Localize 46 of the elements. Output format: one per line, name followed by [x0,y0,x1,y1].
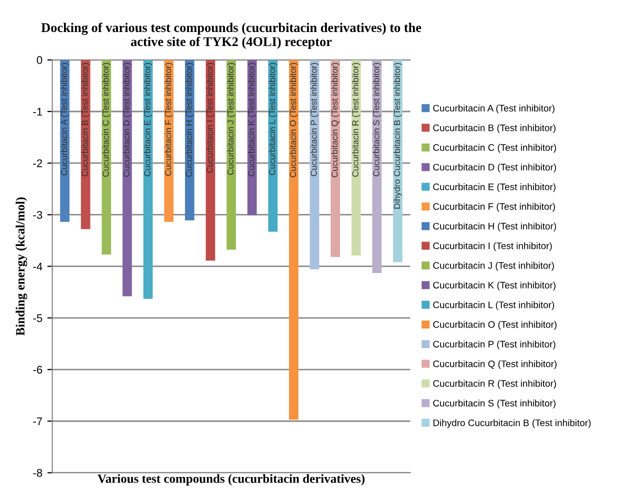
legend-label: Cucurbitacin Q (Test inhibitor) [433,360,557,370]
y-tick-label: 0 [36,56,42,64]
y-tick-label: -5 [33,314,42,322]
legend-label: Cucurbitacin S (Test inhibitor) [433,400,556,408]
text: Cucurbitacin K (Test inhibitor) [248,63,256,176]
y-tick-label: -8 [33,468,42,477]
text: Cucurbitacin C (Test inhibitor) [102,63,110,177]
text: Cucurbitacin I (Test inhibitor) [206,63,215,173]
text: Cucurbitacin D (Test inhibitor) [123,63,132,177]
y-tick-label: -3 [33,210,42,219]
text: Cucurbitacin J (Test inhibitor) [227,63,236,175]
y-tick-label: -2 [33,159,42,168]
legend-label: Cucurbitacin A (Test inhibitor) [433,104,554,114]
text: Cucurbitacin E (Test inhibitor) [144,63,152,176]
legend-label: Cucurbitacin D (Test inhibitor) [433,164,556,172]
y-tick-label: -7 [33,418,42,426]
text: Cucurbitacin S (Test inhibitor) [372,63,382,176]
text: Cucurbitacin P (Test inhibitor) [310,63,319,176]
legend-label: Cucurbitacin R (Test inhibitor) [433,380,556,389]
legend-label: Cucurbitacin K (Test inhibitor) [433,282,556,290]
text: Dihydro Cucurbitacin B (Test inhibitor) [394,63,402,209]
legend-label: Cucurbitacin O (Test inhibitor) [433,320,557,330]
text: Cucurbitacin R (Test inhibitor) [352,63,360,177]
text: Cucurbitacin L (Test inhibitor) [268,63,277,175]
legend-label: Cucurbitacin P (Test inhibitor) [433,340,556,350]
y-axis-title: Binding energy (kcal/mol) [16,197,28,336]
y-tick-label: -1 [33,108,42,116]
text: Cucurbitacin Q (Test inhibitor) [331,63,340,178]
chart-title: Docking of various test compounds (cucurbitacin derivatives) to the active site of TYK2 (4OLI) receptor [41,22,422,49]
legend-label: Cucurbitacin E (Test inhibitor) [433,183,556,192]
legend-label: Cucurbitacin C (Test inhibitor) [433,144,556,153]
legend-label: Dihydro Cucurbitacin B (Test inhibitor) [433,419,591,428]
legend-label: Cucurbitacin B (Test inhibitor) [433,124,556,134]
text: Cucurbitacin B (Test inhibitor) [82,63,90,176]
legend-label: Cucurbitacin L (Test inhibitor) [433,301,554,310]
legend-label: Cucurbitacin H (Test inhibitor) [433,222,556,232]
text: Cucurbitacin F (Test inhibitor) [164,63,173,176]
y-tick-label: -4 [33,262,42,270]
legend-label: Cucurbitacin I (Test inhibitor) [433,242,552,252]
legend-label: Cucurbitacin F (Test inhibitor) [433,202,555,212]
x-axis-title: Various test compounds (cucurbitacin derivatives) [98,474,365,486]
legend-label: Cucurbitacin J (Test inhibitor) [433,262,554,271]
y-tick-label: -6 [33,366,42,374]
text: Cucurbitacin A (Test inhibitor) [60,63,69,176]
text: Cucurbitacin H (Test inhibitor) [186,63,194,177]
text: Cucurbitacin O (Test inhibitor) [290,63,298,178]
